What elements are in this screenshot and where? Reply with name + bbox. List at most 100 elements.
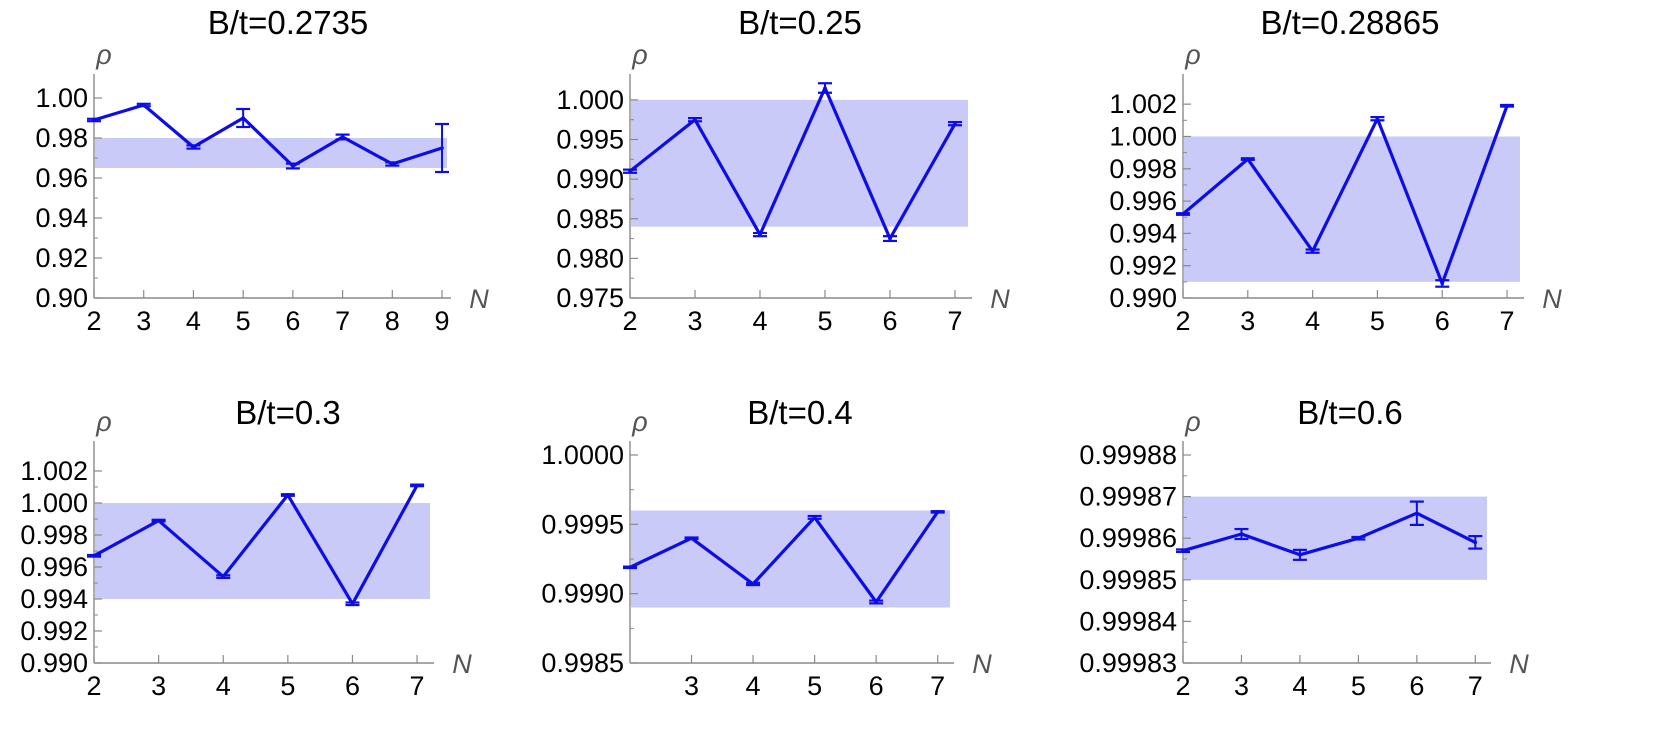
x-tick-label: 7: [1468, 671, 1483, 701]
data-point: [415, 483, 419, 488]
chart-title: B/t=0.6: [1297, 394, 1403, 431]
x-tick-label: 7: [947, 306, 962, 336]
y-tick-label: 1.000: [556, 85, 624, 115]
y-tick-label: 0.985: [556, 204, 624, 234]
y-tick-label: 0.9990: [541, 579, 624, 609]
x-tick-label: 3: [1234, 671, 1249, 701]
chart-title: B/t=0.2735: [208, 4, 369, 41]
x-axis-label: N: [452, 649, 472, 679]
y-tick-label: 0.96: [35, 163, 88, 193]
shaded-band: [631, 99, 968, 227]
series-line: [93, 484, 419, 606]
x-tick-label: 4: [752, 306, 767, 336]
x-tick-label: 7: [335, 306, 350, 336]
data-point: [1415, 511, 1419, 516]
data-point: [689, 536, 694, 540]
y-tick-label: 0.994: [20, 584, 88, 614]
shaded-band: [1184, 136, 1520, 282]
panel-5: B/t=0.4 0.9985 0.9990 0.9995 1.0000 3 4 5 6 7 ρ N: [541, 394, 992, 701]
data-point: [1181, 212, 1185, 216]
y-tick-label: 0.990: [556, 164, 624, 194]
x-tick-label: 3: [136, 306, 151, 336]
x-tick-label: 2: [86, 671, 101, 701]
x-tick-label: 4: [1305, 306, 1320, 336]
data-point: [440, 146, 444, 150]
data-point: [350, 602, 355, 606]
series-line: [629, 86, 957, 241]
y-tick-label: 0.92: [35, 243, 88, 273]
data-point: [935, 510, 940, 514]
data-point: [628, 169, 632, 174]
data-point: [1356, 536, 1361, 540]
x-tick-label: 2: [1175, 671, 1190, 701]
y-tick-label: 0.99985: [1079, 565, 1177, 595]
y-tick-label: 0.99984: [1079, 606, 1177, 636]
y-tick-label: 1.002: [20, 456, 88, 486]
y-tick-label: 0.990: [20, 648, 88, 678]
x-tick-label: 7: [410, 671, 425, 701]
y-tick-label: 0.975: [556, 283, 624, 313]
chart-title: B/t=0.25: [738, 4, 862, 41]
panel-4: B/t=0.3 0.9900.9920.9940.9960.9981.0001.0…: [20, 394, 472, 701]
x-tick-label: 4: [186, 306, 201, 336]
y-axis-label: ρ: [631, 407, 647, 437]
y-tick-label: 0.996: [1109, 186, 1177, 216]
series-line: [1182, 511, 1477, 557]
data-point: [1298, 553, 1302, 557]
x-axis-label: N: [1509, 649, 1529, 679]
data-point: [1246, 157, 1250, 161]
data-point: [141, 103, 146, 107]
y-tick-label: 0.992: [20, 616, 88, 646]
x-tick-label: 6: [285, 306, 300, 336]
chart-title: B/t=0.4: [747, 394, 853, 431]
data-point: [221, 574, 226, 579]
x-tick-label: 4: [746, 671, 761, 701]
y-axis-label: ρ: [95, 407, 111, 437]
chart-title: B/t=0.3: [235, 394, 341, 431]
data-point: [92, 554, 96, 558]
x-tick-label: 2: [1175, 306, 1190, 336]
y-tick-label: 0.99987: [1079, 482, 1177, 512]
y-tick-label: 0.99988: [1079, 440, 1177, 470]
x-tick-label: 6: [1435, 306, 1450, 336]
x-axis-label: N: [1542, 284, 1562, 314]
x-tick-label: 5: [807, 671, 822, 701]
data-point: [758, 232, 762, 237]
series-line: [93, 103, 443, 168]
x-tick-label: 5: [1351, 671, 1366, 701]
y-tick-label: 0.998: [20, 520, 88, 550]
y-tick-label: 0.9985: [541, 648, 624, 678]
x-tick-label: 7: [930, 671, 945, 701]
x-tick-label: 6: [1409, 671, 1424, 701]
data-point: [241, 116, 245, 120]
panel-1: B/t=0.2735 0.90 0.92 0.94 0.96 0.98 1.00 2 3 4 5 6 7…: [35, 4, 489, 336]
data-point: [1473, 540, 1478, 545]
y-tick-label: 0.995: [556, 125, 624, 155]
shaded-band: [95, 503, 430, 599]
data-point: [1375, 116, 1380, 121]
x-tick-label: 3: [684, 671, 699, 701]
y-axis-label: ρ: [1184, 40, 1200, 70]
x-tick-label: 4: [1292, 671, 1307, 701]
y-tick-label: 1.000: [20, 488, 88, 518]
y-tick-label: 0.94: [35, 203, 88, 233]
data-point: [92, 118, 96, 122]
data-point: [1181, 548, 1185, 553]
y-tick-label: 1.002: [1109, 89, 1177, 119]
x-tick-label: 4: [216, 671, 231, 701]
x-tick-label: 6: [345, 671, 360, 701]
y-tick-label: 0.99986: [1079, 523, 1177, 553]
data-point: [286, 493, 290, 497]
series-line: [629, 510, 940, 604]
x-tick-label: 2: [86, 306, 101, 336]
y-tick-label: 0.994: [1109, 218, 1177, 248]
data-point: [888, 236, 892, 241]
data-point: [191, 145, 196, 149]
x-tick-label: 8: [385, 306, 400, 336]
chart-title: B/t=0.28865: [1261, 4, 1440, 41]
y-tick-label: 0.98: [35, 123, 88, 153]
x-tick-label: 3: [687, 306, 702, 336]
y-tick-label: 1.000: [1109, 121, 1177, 151]
data-point: [628, 565, 632, 570]
